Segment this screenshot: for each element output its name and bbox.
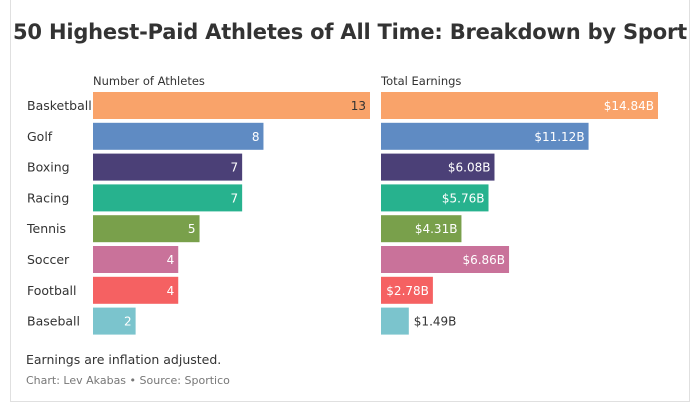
bar-number-of-athletes-tennis bbox=[93, 215, 200, 243]
data-label-total-earnings-golf: $11.12B bbox=[534, 130, 584, 144]
bar-number-of-athletes-baseball bbox=[93, 307, 136, 335]
bar-total-earnings-basketball bbox=[381, 92, 658, 119]
bar-number-of-athletes-football bbox=[93, 276, 179, 304]
data-label-number-of-athletes-basketball: 13 bbox=[351, 99, 366, 113]
bar-number-of-athletes-soccer bbox=[93, 246, 179, 273]
bar-total-earnings-soccer bbox=[381, 246, 510, 273]
bar-total-earnings-football bbox=[381, 276, 433, 304]
data-label-number-of-athletes-football: 4 bbox=[167, 284, 175, 298]
data-label-total-earnings-baseball: $1.49B bbox=[414, 315, 457, 329]
footnote: Earnings are inflation adjusted. bbox=[26, 352, 222, 367]
bar-number-of-athletes-boxing bbox=[93, 153, 243, 181]
data-label-number-of-athletes-soccer: 4 bbox=[167, 253, 175, 267]
category-label-golf: Golf bbox=[27, 129, 53, 144]
category-label-tennis: Tennis bbox=[26, 221, 66, 236]
bar-total-earnings-tennis bbox=[381, 215, 462, 243]
chart-credit: Chart: Lev Akabas • Source: Sportico bbox=[26, 374, 230, 387]
bar-total-earnings-racing bbox=[381, 184, 489, 212]
category-label-football: Football bbox=[27, 283, 76, 298]
data-label-number-of-athletes-tennis: 5 bbox=[188, 222, 196, 236]
credit-author: Chart: Lev Akabas bbox=[26, 374, 127, 387]
data-label-total-earnings-racing: $5.76B bbox=[442, 191, 485, 205]
panel-header-number-of-athletes: Number of Athletes bbox=[93, 74, 205, 88]
category-label-soccer: Soccer bbox=[27, 252, 70, 267]
category-label-baseball: Baseball bbox=[27, 314, 80, 329]
chart-title: 50 Highest-Paid Athletes of All Time: Br… bbox=[13, 20, 687, 44]
bar-total-earnings-golf bbox=[381, 122, 589, 150]
data-label-total-earnings-tennis: $4.31B bbox=[415, 222, 458, 236]
data-label-number-of-athletes-golf: 8 bbox=[252, 130, 260, 144]
bar-number-of-athletes-golf bbox=[93, 122, 264, 150]
panel-header-total-earnings: Total Earnings bbox=[380, 74, 461, 88]
data-label-number-of-athletes-racing: 7 bbox=[231, 191, 239, 205]
credit-separator: • bbox=[126, 374, 140, 387]
bar-total-earnings-baseball bbox=[381, 307, 409, 335]
data-label-total-earnings-soccer: $6.86B bbox=[462, 253, 505, 267]
category-label-racing: Racing bbox=[27, 190, 69, 205]
data-label-total-earnings-basketball: $14.84B bbox=[604, 99, 654, 113]
bar-number-of-athletes-basketball bbox=[93, 92, 370, 119]
data-label-total-earnings-boxing: $6.08B bbox=[448, 161, 491, 175]
credit-source: Source: Sportico bbox=[139, 374, 230, 387]
bar-number-of-athletes-racing bbox=[93, 184, 243, 212]
bar-total-earnings-boxing bbox=[381, 153, 495, 181]
category-label-basketball: Basketball bbox=[27, 98, 92, 113]
data-label-number-of-athletes-baseball: 2 bbox=[124, 315, 132, 329]
data-label-total-earnings-football: $2.78B bbox=[386, 284, 429, 298]
data-label-number-of-athletes-boxing: 7 bbox=[231, 161, 239, 175]
category-label-boxing: Boxing bbox=[27, 160, 70, 175]
